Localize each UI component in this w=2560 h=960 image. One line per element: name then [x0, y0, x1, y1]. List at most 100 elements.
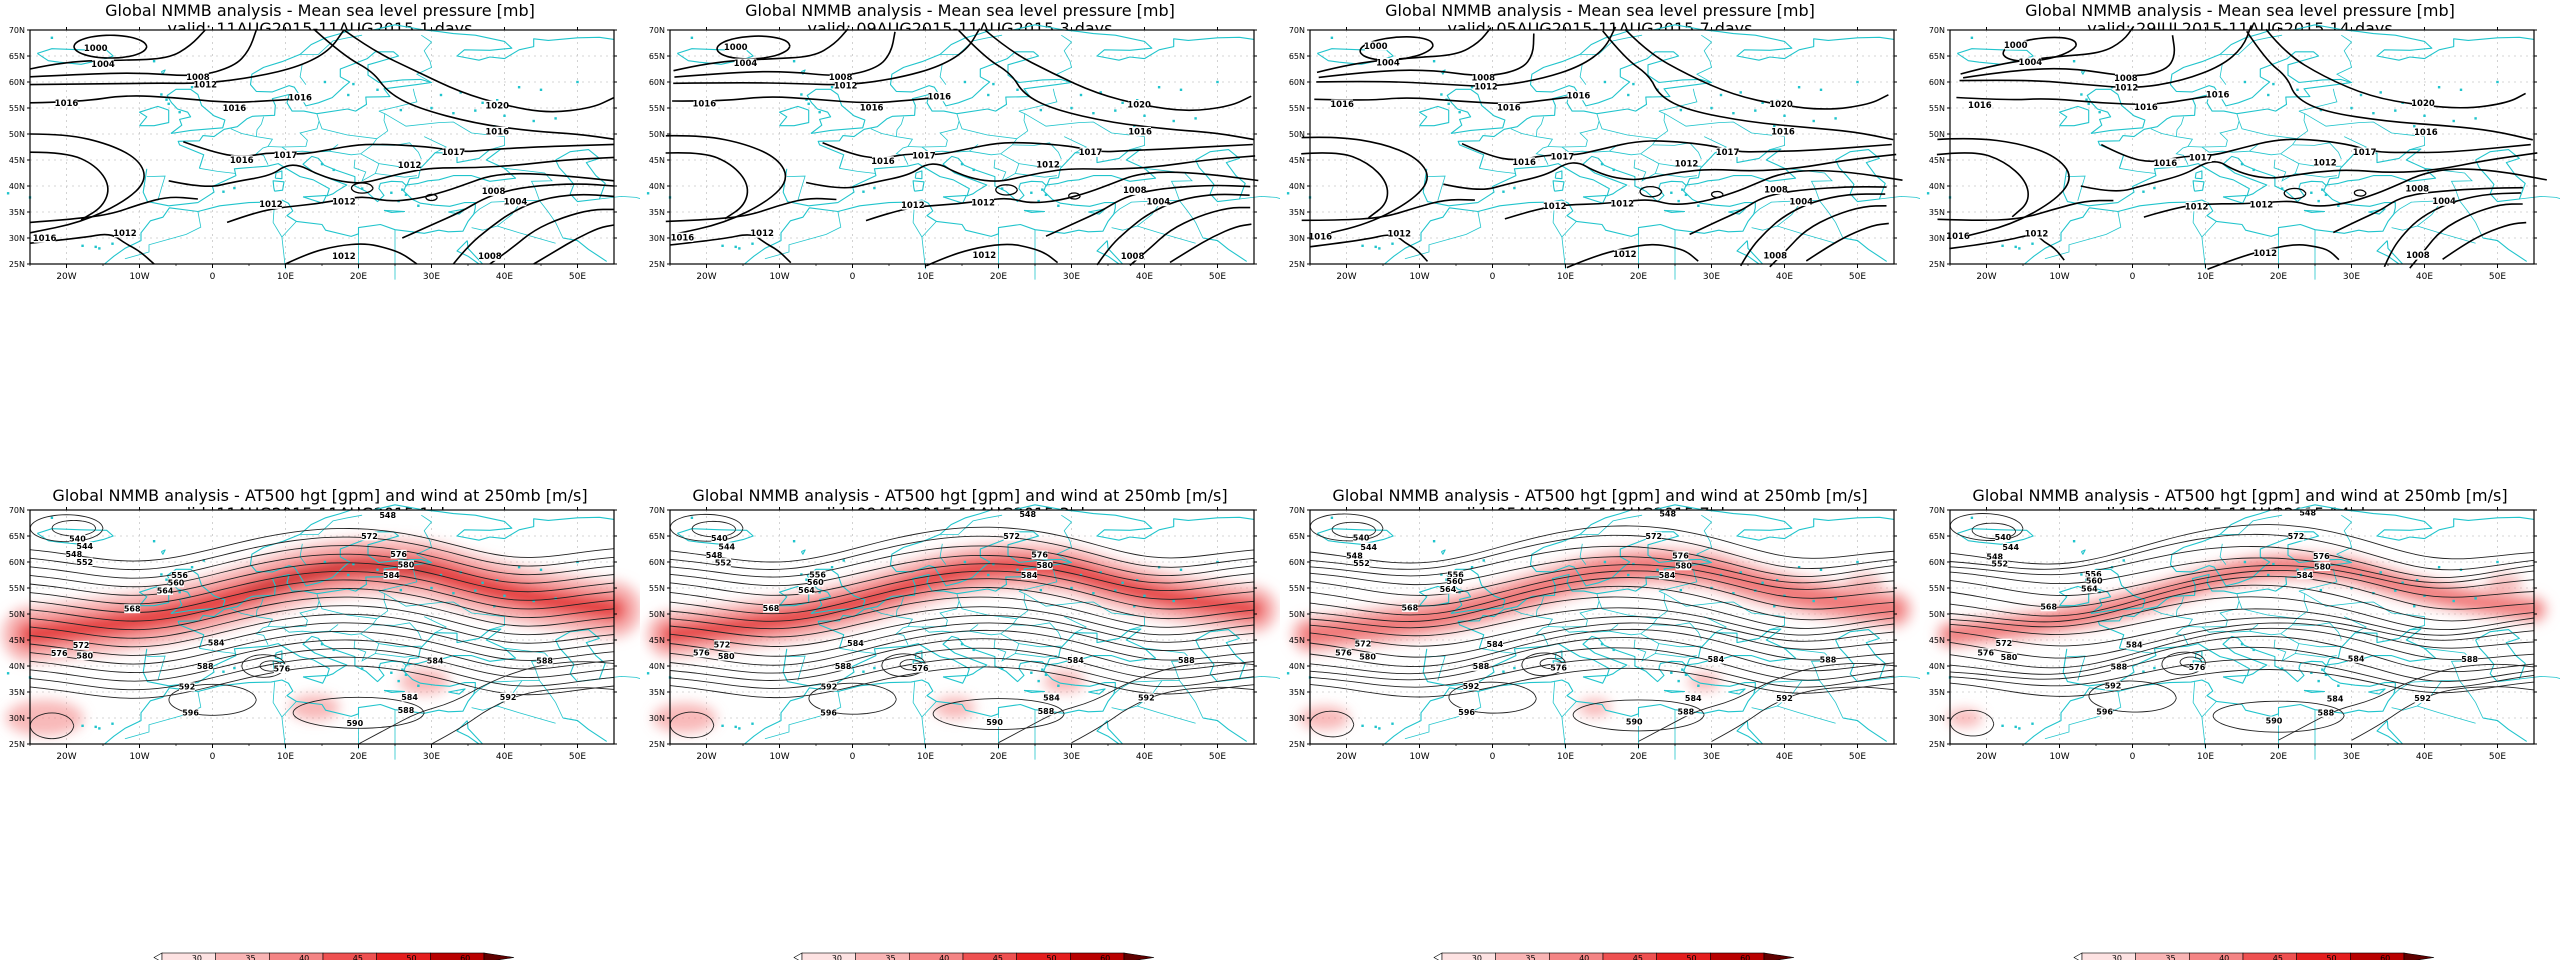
contour-label-bg — [1772, 127, 1794, 137]
lon-tick-label: 50E — [1209, 752, 1226, 762]
contour-label-bg — [1820, 655, 1836, 665]
contour-label: 1016 — [2414, 128, 2438, 138]
lon-tick-label: 0 — [850, 272, 856, 282]
contour-label-bg — [2126, 640, 2143, 650]
contour-label-bg — [333, 251, 355, 261]
contour-label: 592 — [1138, 693, 1155, 702]
contour-label-bg — [1388, 228, 1411, 239]
contour-label: 544 — [718, 543, 735, 552]
contour-label-bg — [397, 560, 414, 569]
contour-label: 564 — [2081, 585, 2098, 594]
contour-label-bg — [1977, 648, 1994, 658]
lon-tick-label: 50E — [1849, 752, 1866, 762]
colorbar-tick-label: 35 — [245, 954, 255, 960]
contour-label-bg — [2104, 681, 2121, 691]
contour-label-bg — [763, 603, 779, 613]
lat-tick-label: 60N — [1929, 558, 1945, 567]
contour-label-bg — [84, 43, 107, 53]
lat-tick-label: 40N — [649, 182, 665, 191]
contour-label: 1016 — [1308, 233, 1332, 243]
contour-label: 1016 — [1330, 100, 1354, 110]
contour-label-bg — [1067, 655, 1084, 665]
contour-label: 1017 — [442, 148, 466, 158]
contour-label: 1017 — [274, 151, 298, 161]
lon-tick-label: 50E — [1209, 272, 1226, 282]
contour-label-bg — [834, 80, 857, 91]
contour-label: 1012 — [971, 199, 995, 209]
contour-label: 1004 — [2019, 58, 2043, 68]
colorbar-tick-label: 60 — [1740, 954, 1750, 960]
contour-label: 560 — [2086, 576, 2103, 585]
contour-label: 1012 — [2313, 159, 2337, 169]
coastlines — [6, 24, 640, 280]
contour-label: 552 — [715, 558, 732, 567]
contour-label-bg — [1335, 648, 1352, 658]
contour-label: 588 — [2461, 655, 2478, 664]
contour-label-bg — [2287, 531, 2304, 541]
contour-label-bg — [928, 91, 951, 102]
lon-tick-label: 50E — [1849, 272, 1866, 282]
lon-tick-label: 50E — [2489, 752, 2506, 762]
contour-label-bg — [972, 197, 994, 208]
contour-label: 592 — [1776, 694, 1793, 703]
lat-tick-label: 60N — [9, 78, 25, 87]
lat-tick-label: 70N — [649, 506, 665, 515]
contour-label-bg — [346, 718, 363, 728]
lon-tick-label: 30E — [2343, 752, 2360, 762]
contour-label: 1008 — [482, 187, 506, 197]
contour-label: 1017 — [1079, 148, 1103, 158]
colorbar-swatch — [1549, 952, 1604, 960]
contour-label-bg — [1003, 531, 1020, 541]
contour-label-bg — [2189, 152, 2212, 163]
colorbar-tick-label: 60 — [1100, 954, 1110, 960]
contour-label-bg — [1677, 707, 1694, 717]
contour-label: 548 — [1346, 552, 1363, 561]
contour-label: 1016 — [1567, 92, 1591, 102]
lat-tick-label: 70N — [1289, 26, 1305, 35]
contour-label: 588 — [398, 706, 415, 715]
contour-label: 556 — [809, 571, 826, 580]
contour-label: 568 — [124, 605, 141, 614]
contour-label: 1016 — [860, 104, 884, 114]
lat-tick-label: 25N — [1929, 740, 1945, 749]
contour-label-bg — [809, 570, 826, 580]
contour-label-bg — [51, 648, 68, 658]
contour-label: 1008 — [829, 73, 853, 83]
contour-label-bg — [872, 156, 894, 166]
contour-label: 572 — [73, 641, 90, 650]
title-line1: Global NMMB analysis - AT500 hgt [gpm] a… — [1332, 486, 1868, 505]
lat-tick-label: 40N — [1929, 662, 1945, 671]
contour-label-bg — [1037, 706, 1054, 716]
contour-label: 1012 — [259, 200, 283, 210]
contour-label: 1017 — [1550, 153, 1574, 163]
contour-labels: 5485405445485525565605645725765805845685… — [1335, 509, 1837, 726]
lat-tick-label: 50N — [649, 610, 665, 619]
contour-label-bg — [1991, 559, 2008, 568]
contour-label-bg — [820, 708, 837, 717]
contour-label: 1008 — [1123, 186, 1147, 196]
lon-tick-label: 20E — [350, 752, 367, 762]
lon-tick-label: 0 — [2130, 272, 2136, 282]
contour-label: 544 — [1360, 543, 1377, 552]
contour-label-bg — [1611, 198, 1634, 209]
contour-label-bg — [1129, 126, 1151, 137]
contour-label: 540 — [69, 534, 86, 543]
contour-label-bg — [807, 577, 824, 587]
lon-tick-label: 10E — [277, 752, 294, 762]
contour-label: 576 — [1672, 551, 1689, 560]
lon-tick-label: 0 — [1490, 752, 1496, 762]
contour-label: 556 — [2085, 570, 2102, 579]
contour-label: 576 — [2313, 552, 2330, 561]
contour-label-bg — [1567, 90, 1590, 101]
lon-tick-label: 40E — [2416, 272, 2433, 282]
contour-label: 1008 — [2406, 251, 2430, 261]
contour-label: 592 — [1463, 682, 1480, 691]
contour-label: 1008 — [2405, 184, 2429, 194]
contour-label-bg — [124, 604, 141, 614]
contour-label: 1012 — [1610, 200, 1634, 210]
contour-label-bg — [1021, 570, 1038, 580]
contour-label: 1008 — [1121, 252, 1145, 262]
contour-label-bg — [1147, 196, 1170, 207]
